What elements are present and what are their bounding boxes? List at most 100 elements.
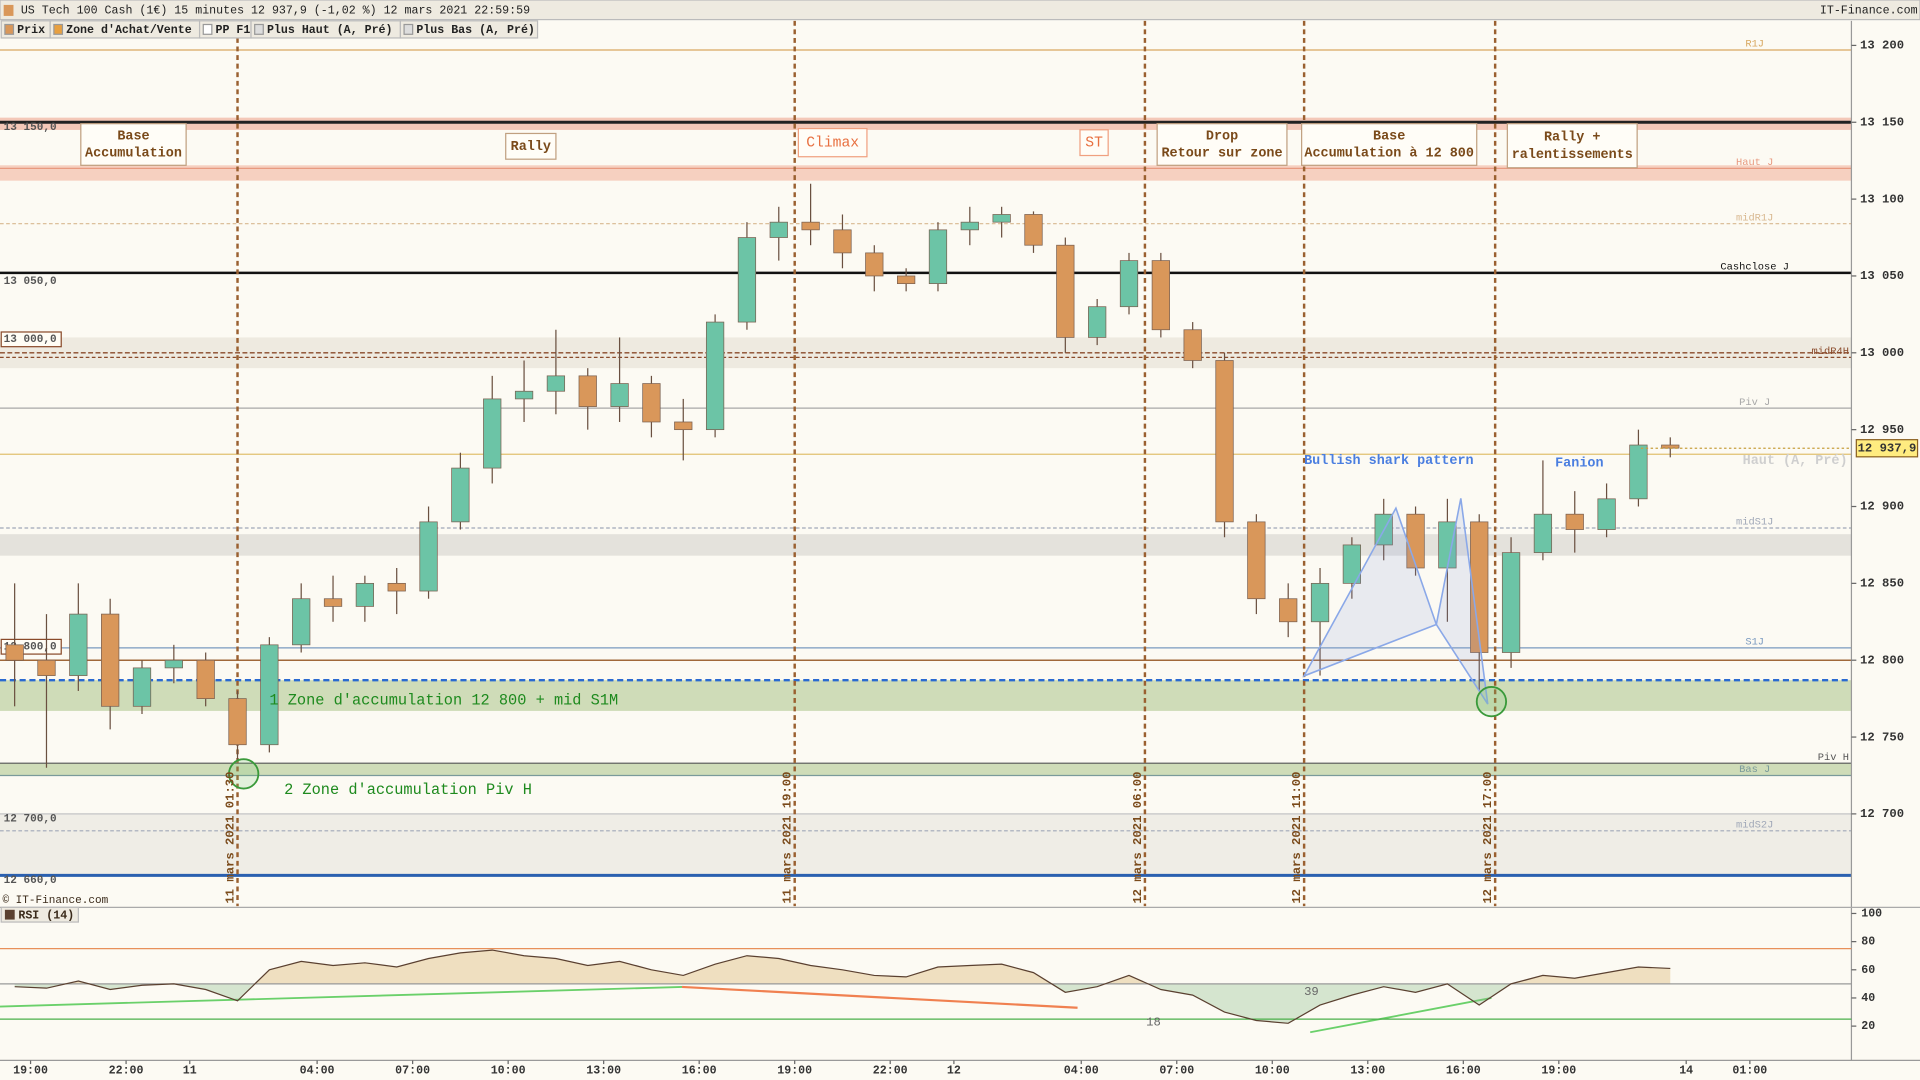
annotation: ST xyxy=(1085,136,1103,152)
candle-body xyxy=(674,421,693,431)
candle-body xyxy=(1024,214,1043,246)
candle-body xyxy=(483,398,502,469)
texts: 11 mars 2021 01:30 11 mars 2021 19:00 12 m… xyxy=(80,123,1638,904)
level-label: Cashclose J xyxy=(1720,262,1789,274)
candle-body xyxy=(546,375,566,392)
candle-body xyxy=(323,598,343,607)
y-tick-label: 12 900 xyxy=(1860,500,1904,514)
annotation: ralentissements xyxy=(1512,148,1633,163)
candle-body xyxy=(451,467,470,523)
legend-swatch xyxy=(53,23,64,35)
event-label: 12 mars 2021 17:00 xyxy=(1481,772,1495,904)
candle-body xyxy=(1501,552,1521,653)
candle-body xyxy=(1279,598,1298,623)
rsi-tick-label: 40 xyxy=(1861,992,1875,1005)
level-label: Piv H xyxy=(1818,752,1849,764)
annotation-box xyxy=(1506,123,1638,169)
candle-body xyxy=(387,582,406,592)
annotation: Retour sur zone xyxy=(1161,147,1282,162)
y-tick-label: 12 700 xyxy=(1860,807,1904,821)
candle-body xyxy=(1310,582,1330,623)
circle-marker xyxy=(1475,686,1508,718)
copyright: © IT-Finance.com xyxy=(2,895,108,907)
legend-swatch xyxy=(4,23,15,35)
rsi-area-up xyxy=(14,950,1671,984)
y-tick-label: 13 200 xyxy=(1860,39,1904,53)
candle-body xyxy=(1056,244,1075,338)
zone xyxy=(0,534,1852,556)
annotation: Accumulation xyxy=(85,147,182,162)
y-tick-label: 13 050 xyxy=(1860,269,1904,283)
annotation-box xyxy=(505,132,557,160)
zone xyxy=(0,813,1852,876)
annotation: Base xyxy=(1373,129,1405,144)
legend-box xyxy=(399,20,539,39)
candle-body xyxy=(132,667,152,707)
overlay xyxy=(228,498,1508,790)
rsi-legend: RSI (14) xyxy=(18,909,74,922)
x-tick-label: 19:00 xyxy=(777,1064,812,1077)
zone xyxy=(0,680,1852,711)
candle-body xyxy=(1215,360,1234,523)
candle-body xyxy=(5,644,24,661)
candle-body xyxy=(1597,498,1616,530)
candle-body xyxy=(801,221,820,231)
candle-body xyxy=(260,644,279,746)
rsi-legend-swatch xyxy=(4,909,15,920)
event-label: 12 mars 2021 06:00 xyxy=(1131,772,1145,904)
level-label: midR1J xyxy=(1736,212,1773,224)
level-label: R1J xyxy=(1745,39,1764,51)
legend-entry: Prix xyxy=(17,24,45,37)
annotation-box xyxy=(1156,123,1288,166)
x-tick-label: 10:00 xyxy=(491,1064,526,1077)
trend-line xyxy=(0,986,683,1008)
candles xyxy=(5,183,1680,768)
level-label: midR4H xyxy=(1812,346,1849,358)
annotation: Rally xyxy=(511,140,551,155)
candle-body xyxy=(292,598,311,646)
y-tick-label: 12 950 xyxy=(1860,423,1904,437)
x-tick-label: 14 xyxy=(1679,1064,1693,1077)
candle-body xyxy=(69,613,88,676)
rsi-panel: 20 40 60 80 100 39 18 xyxy=(0,908,1882,1033)
annotation: Base xyxy=(117,129,149,144)
legend-swatch xyxy=(403,23,414,35)
annotation: Rally + xyxy=(1544,131,1601,146)
price-label: 12 660,0 xyxy=(4,875,57,887)
x-tick-label: 22:00 xyxy=(109,1064,144,1077)
annotation-box xyxy=(1079,129,1109,157)
price-label: 13 000,0 xyxy=(4,334,57,346)
price-label: 13 050,0 xyxy=(4,276,57,288)
annotation-box xyxy=(1301,123,1478,166)
last-price-label: 12 937,9 xyxy=(1858,441,1917,455)
circle-marker xyxy=(228,758,260,790)
rsi-legend-box xyxy=(0,906,79,923)
candle-body xyxy=(1151,260,1170,331)
candle-body xyxy=(865,252,884,277)
x-tick-label: 07:00 xyxy=(1159,1064,1194,1077)
candle-body xyxy=(1470,521,1489,653)
level-label: midS2J xyxy=(1736,819,1773,831)
event-label: 11 mars 2021 01:30 xyxy=(223,772,237,904)
x-tick-label: 10:00 xyxy=(1255,1064,1290,1077)
candle-body xyxy=(228,698,247,746)
candle-body xyxy=(992,214,1011,223)
annotation: Accumulation à 12 800 xyxy=(1304,147,1474,162)
candle-body xyxy=(1342,544,1362,584)
brand: IT-Finance.com xyxy=(1820,4,1918,17)
x-tick-label: 22:00 xyxy=(873,1064,908,1077)
rsi-tick-label: 100 xyxy=(1861,908,1882,921)
y-tick-label: 13 150 xyxy=(1860,115,1904,129)
rsi-marker: 18 xyxy=(1146,1016,1161,1030)
x-tick-label: 11 xyxy=(183,1064,197,1077)
note: Fanion xyxy=(1555,456,1603,471)
x-tick-label: 04:00 xyxy=(1064,1064,1099,1077)
shark-pattern xyxy=(1302,506,1438,678)
price-label: 12 700,0 xyxy=(4,814,57,826)
candle-body xyxy=(101,613,120,707)
legend-entry: PP F1 xyxy=(216,24,251,37)
rsi-area-down xyxy=(14,983,1671,1024)
note: Bullish shark pattern xyxy=(1304,454,1474,469)
candle-body xyxy=(1565,513,1584,530)
